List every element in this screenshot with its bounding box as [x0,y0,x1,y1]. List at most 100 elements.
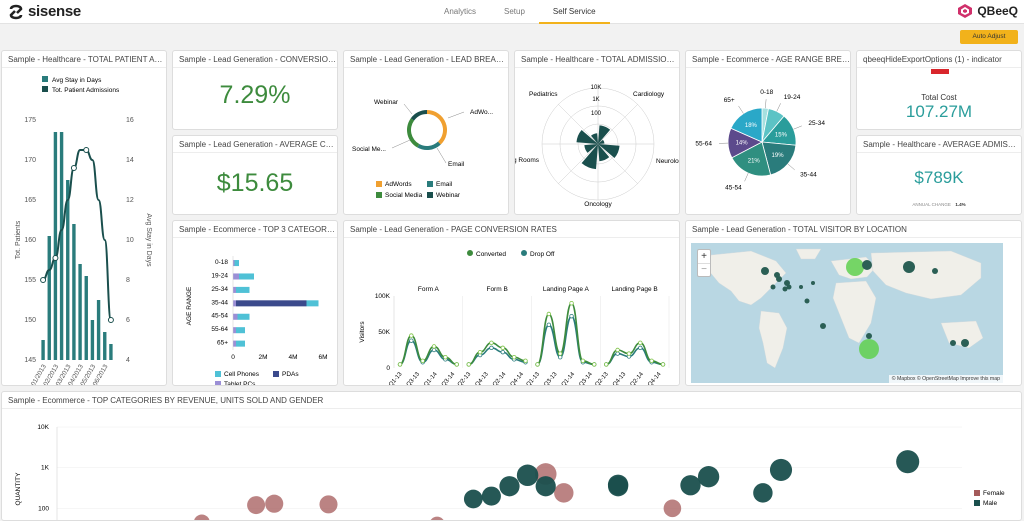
bar-segment [233,273,239,279]
widget-gender-scatter[interactable]: Sample - Ecommerce - TOP CATEGORIES BY R… [1,391,1022,521]
pie-percent-label: 21% [748,159,761,165]
slice-label: 65+ [724,97,735,104]
pie-percent-label: 15% [775,132,788,138]
avg-stay-line [43,150,111,320]
series-point [627,352,631,356]
widget-title: Sample - Healthcare - TOTAL ADMISSIONS B… [515,51,679,68]
x-tick-label: Q1-14 [561,371,577,386]
indicator-value: $789K [857,168,1021,188]
legend-swatch [467,250,473,256]
map-bubble [866,333,872,339]
zoom-out-button[interactable]: − [698,264,710,277]
series-point [616,348,620,352]
scatter-point [753,483,772,502]
legend-label: Converted [476,251,506,258]
widget-page-conversion[interactable]: Sample - Lead Generation - PAGE CONVERSI… [343,220,680,386]
scatter-point [664,500,682,518]
legend-swatch [427,181,433,187]
admission-bar [97,300,100,360]
tab-analytics[interactable]: Analytics [430,0,490,24]
widget-admission-cost[interactable]: Sample - Healthcare - AVERAGE ADMISSION … [856,135,1022,215]
x-tick-label: Q1-13 [388,371,404,386]
bar-segment [233,314,238,320]
tab-self-service[interactable]: Self Service [539,0,610,24]
world-map[interactable]: + − © Mapbox © OpenStreetMap Improve thi… [691,243,1003,383]
series-point [650,359,654,363]
label-connector [745,173,749,181]
annual-change-value: 1.4% [955,202,965,207]
bar-segment [236,287,250,293]
widget-conversion-rate[interactable]: Sample - Lead Generation - CONVERSION RA… [172,50,338,130]
scatter-point [896,450,919,473]
x-tick-label: Q3-14 [441,371,457,386]
series-point [501,346,505,350]
map-bubble [761,267,769,275]
widget-age-range[interactable]: Sample - Ecommerce - AGE RANGE BREAKDOWN… [685,50,851,215]
x-tick-label: Q4-14 [510,371,526,386]
label-connector [404,104,412,114]
widget-title: Sample - Lead Generation - CONVERSION RA… [173,51,337,68]
scatter-point [770,459,792,481]
donut-slice [411,110,427,121]
y-tick-label: 0-18 [215,259,228,266]
panel-label: Form B [486,286,507,293]
map-bubble [799,285,803,289]
label-connector [794,126,802,129]
map-bubble [771,285,776,290]
widget-lead-breakdown[interactable]: Sample - Lead Generation - LEAD BREAKDOW… [343,50,509,215]
series-point [547,323,551,327]
legend-label: Tot. Patient Admissions [52,87,120,94]
legend-label: Female [983,490,1005,497]
label-connector [788,164,795,170]
widget-top3-categories[interactable]: Sample - Ecommerce - TOP 3 CATEGORIES BY… [172,220,338,386]
slice-label: 19-24 [784,94,801,101]
series-point [410,339,414,343]
y-tick-label: 170 [24,157,36,164]
zoom-in-button[interactable]: + [698,250,710,264]
series-point [512,355,516,359]
map-bubble [932,268,938,274]
panel-label: Landing Page B [611,286,657,293]
widget-visitor-map[interactable]: Sample - Lead Generation - TOTAL VISITOR… [685,220,1022,386]
radial-tick: 1K [592,97,599,103]
y-tick-label: 65+ [217,340,228,347]
series-point [558,352,562,356]
x-tick-label: Q1-13 [526,371,542,386]
map-bubble [859,339,879,359]
bar-segment [236,341,245,347]
widget-average-cost[interactable]: Sample - Lead Generation - AVERAGE COST … [172,135,338,215]
panel-label: Landing Page A [543,286,590,293]
indicator-value: 107.27M [857,102,1021,122]
series-point [570,301,574,305]
legend-swatch [215,371,221,377]
x-tick-label: Q4-13 [612,371,628,386]
series-point [455,363,459,367]
legend-swatch [974,500,980,506]
y-tick-label: 150 [24,317,36,324]
auto-adjust-button[interactable]: Auto Adjust [960,30,1018,44]
y-tick-label: 19-24 [211,272,228,279]
series-point [501,350,505,354]
donut-slice [427,110,447,145]
scatter-point [482,487,501,506]
widget-admissions[interactable]: Sample - Healthcare - TOTAL PATIENT ADMI… [1,50,167,386]
widget-total-cost[interactable]: qbeeqHideExportOptions (1) - indicator T… [856,50,1022,130]
admission-bar [48,236,51,360]
scatter-point [265,495,283,513]
widget-division[interactable]: Sample - Healthcare - TOTAL ADMISSIONS B… [514,50,680,215]
series-point [490,341,494,345]
map-attribution[interactable]: © Mapbox © OpenStreetMap Improve this ma… [889,375,1003,383]
widget-title: Sample - Lead Generation - TOTAL VISITOR… [686,221,1021,238]
tab-setup[interactable]: Setup [490,0,539,24]
map-bubble [961,339,969,347]
sisense-logo[interactable]: sisense [8,3,81,20]
age-range-chart: 18%15%14%21%19%0-1819-2425-3435-4445-545… [686,68,851,215]
panel-label: Form A [418,286,440,293]
y-tick-label: 145 [24,357,36,364]
y-tick-label: 25-34 [211,286,228,293]
series-point [410,334,414,338]
series-point [592,363,596,367]
bar-segment [236,327,245,333]
